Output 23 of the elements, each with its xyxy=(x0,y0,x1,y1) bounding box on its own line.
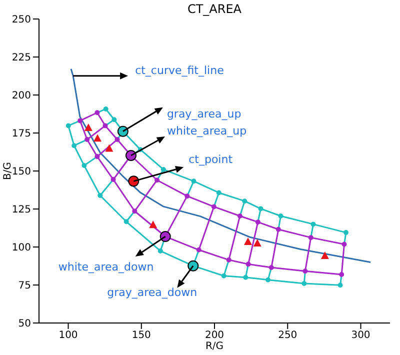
annotation: white_area_up xyxy=(166,124,247,138)
y-tick-label: 75 xyxy=(18,280,31,292)
annotation: ct_point xyxy=(188,153,234,166)
y-tick-label: 200 xyxy=(12,90,31,102)
chart-title: CT_AREA xyxy=(186,2,243,16)
annotation: gray_area_up xyxy=(166,107,242,120)
x-tick-label: 100 xyxy=(58,330,78,342)
y-tick-label: 50 xyxy=(18,318,31,330)
x-tick-label: 200 xyxy=(204,330,224,342)
y-tick-label: 125 xyxy=(12,204,31,216)
y-tick-label: 100 xyxy=(12,242,31,254)
y-tick-label: 175 xyxy=(12,128,31,140)
x-tick-label: 150 xyxy=(132,330,151,342)
x-tick-label: 300 xyxy=(351,330,370,342)
annotation: ct_curve_fit_line xyxy=(135,64,224,77)
y-tick-label: 225 xyxy=(12,52,31,64)
y-tick-label: 250 xyxy=(12,14,31,26)
annotation: white_area_down xyxy=(58,260,154,274)
x-axis-title: R/G xyxy=(205,341,224,352)
y-tick-label: 150 xyxy=(12,166,31,178)
y-axis-title: B/G xyxy=(2,162,14,180)
x-tick-label: 250 xyxy=(278,330,298,342)
annotation: gray_area_down xyxy=(107,286,198,299)
